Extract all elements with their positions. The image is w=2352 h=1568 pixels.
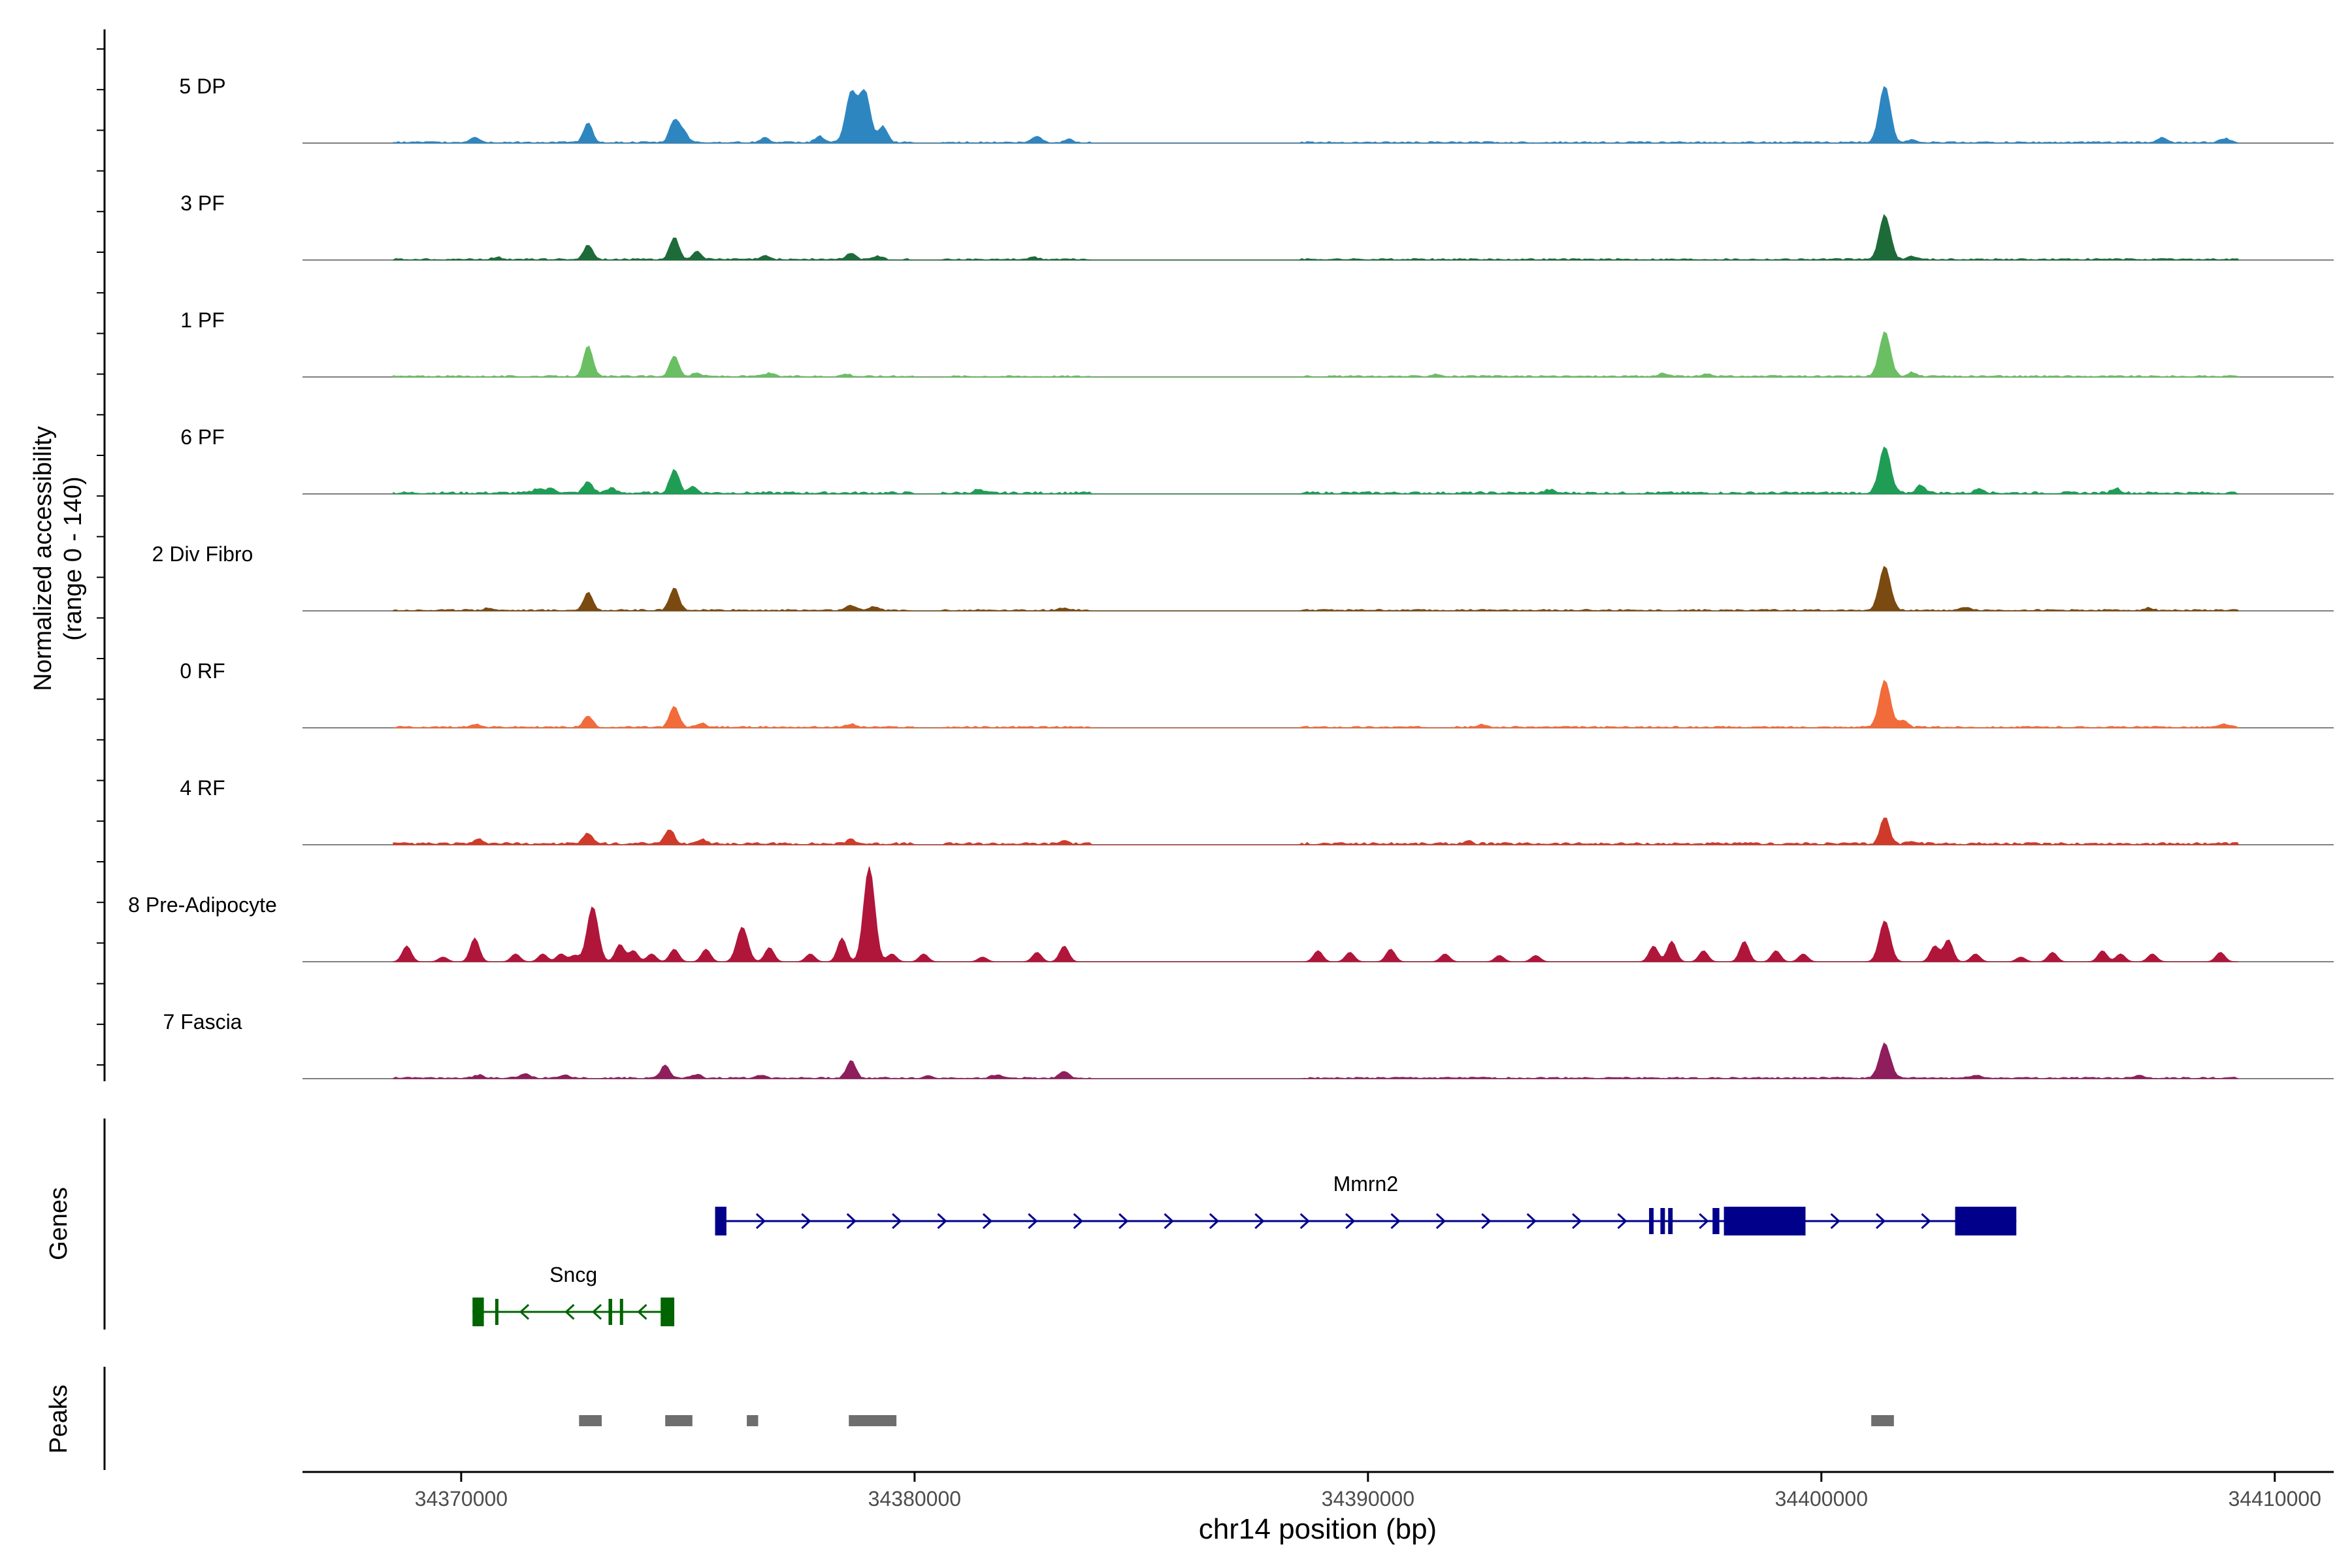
genes-track: Mmrn2 Sncg xyxy=(472,1172,2017,1326)
track-label: 3 PF xyxy=(180,191,225,215)
strand-arrow xyxy=(937,1213,947,1230)
strand-arrow xyxy=(1073,1213,1083,1230)
track-3-pf: 3 PF xyxy=(180,191,2334,261)
coverage-area xyxy=(393,331,2240,378)
strand-arrow xyxy=(1390,1213,1401,1230)
x-axis-label: chr14 position (bp) xyxy=(1199,1513,1437,1545)
x-tick-label: 34380000 xyxy=(868,1487,961,1511)
gene-exon xyxy=(608,1299,612,1325)
y-axis-label-line2: (range 0 - 140) xyxy=(59,476,87,640)
x-tick-label: 34390000 xyxy=(1322,1487,1414,1511)
track-0-rf: 0 RF xyxy=(180,659,2334,728)
gene-exon xyxy=(715,1207,727,1235)
strand-arrow xyxy=(1345,1213,1356,1230)
strand-arrow xyxy=(1435,1213,1446,1230)
gene-exon xyxy=(472,1298,484,1326)
coverage-area xyxy=(393,446,2239,495)
strand-arrow xyxy=(564,1303,575,1320)
strand-arrow xyxy=(1572,1213,1582,1230)
gene-exon xyxy=(495,1299,498,1325)
strand-arrow xyxy=(1526,1213,1537,1230)
x-tick-label: 34370000 xyxy=(415,1487,508,1511)
coverage-area xyxy=(393,565,2240,612)
strand-arrow xyxy=(1299,1213,1310,1230)
strand-arrow xyxy=(982,1213,993,1230)
coverage-area xyxy=(393,1042,2239,1079)
strand-arrow xyxy=(1209,1213,1220,1230)
gene-exon xyxy=(619,1299,623,1325)
gene-sncg: Sncg xyxy=(472,1263,675,1326)
gene-exon xyxy=(1668,1208,1673,1234)
peak-region xyxy=(849,1415,897,1426)
track-label: 0 RF xyxy=(180,659,225,683)
track-1-pf: 1 PF xyxy=(180,308,2334,378)
strand-arrow xyxy=(1830,1213,1840,1230)
gene-exon xyxy=(1712,1208,1720,1234)
peaks-track xyxy=(579,1415,1894,1426)
track-5-dp: 5 DP xyxy=(179,74,2334,144)
coverage-area xyxy=(393,86,2239,144)
strand-arrow xyxy=(1119,1213,1129,1230)
peak-region xyxy=(747,1415,759,1426)
strand-arrow xyxy=(1254,1213,1265,1230)
coverage-area xyxy=(393,817,2240,845)
strand-arrow xyxy=(846,1213,857,1230)
x-tick-label: 34400000 xyxy=(1775,1487,1868,1511)
coverage-tracks: 5 DP 3 PF 1 PF 6 PF 2 Div Fibro 0 RF 4 RF 8 Pre… xyxy=(128,74,2334,1079)
gene-exon xyxy=(1649,1208,1654,1234)
x-axis: 34370000 34380000 34390000 34400000 34410000 xyxy=(302,1471,2334,1511)
track-6-pf: 6 PF xyxy=(180,425,2334,495)
strand-arrow xyxy=(591,1303,602,1320)
coverage-area xyxy=(393,214,2240,261)
gene-label: Mmrn2 xyxy=(1333,1172,1399,1196)
peaks-panel-label: Peaks xyxy=(45,1384,73,1454)
track-7-fascia: 7 Fascia xyxy=(163,1010,2334,1079)
strand-arrow xyxy=(1617,1213,1627,1230)
track-label: 8 Pre-Adipocyte xyxy=(128,893,277,917)
strand-arrow xyxy=(1164,1213,1174,1230)
gene-label: Sncg xyxy=(549,1263,597,1286)
strand-arrow xyxy=(801,1213,811,1230)
coverage-area xyxy=(393,679,2240,728)
gene-exon xyxy=(1955,1207,2017,1235)
gene-mmrn2: Mmrn2 xyxy=(715,1172,2017,1235)
track-8-pre-adipocyte: 8 Pre-Adipocyte xyxy=(128,866,2334,962)
track-4-rf: 4 RF xyxy=(180,776,2334,845)
x-tick-label: 34410000 xyxy=(2229,1487,2321,1511)
strand-arrow xyxy=(1481,1213,1492,1230)
strand-arrow xyxy=(1921,1213,1931,1230)
gene-exon xyxy=(661,1298,675,1326)
track-label: 7 Fascia xyxy=(163,1010,242,1034)
gene-exon xyxy=(1660,1208,1665,1234)
strand-arrow xyxy=(519,1303,530,1320)
coverage-area xyxy=(393,866,2239,962)
y-axis xyxy=(97,29,106,1081)
track-label: 1 PF xyxy=(180,308,225,332)
strand-arrow xyxy=(892,1213,902,1230)
strand-arrow xyxy=(637,1303,647,1320)
peak-region xyxy=(1871,1415,1894,1426)
track-label: 2 Div Fibro xyxy=(152,542,253,566)
track-label: 6 PF xyxy=(180,425,225,449)
track-2-div-fibro: 2 Div Fibro xyxy=(152,542,2334,612)
strand-arrow xyxy=(1876,1213,1886,1230)
gene-exon xyxy=(1723,1207,1806,1235)
track-label: 4 RF xyxy=(180,776,225,800)
peak-region xyxy=(665,1415,693,1426)
peak-region xyxy=(579,1415,602,1426)
genes-panel-label: Genes xyxy=(45,1187,73,1260)
strand-arrow xyxy=(1028,1213,1038,1230)
track-label: 5 DP xyxy=(179,74,225,98)
y-axis-label-line1: Normalized accessibility xyxy=(29,426,57,691)
strand-arrow xyxy=(755,1213,766,1230)
strand-arrow xyxy=(1699,1213,1709,1230)
